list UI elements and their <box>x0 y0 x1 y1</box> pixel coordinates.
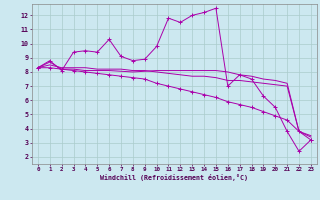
X-axis label: Windchill (Refroidissement éolien,°C): Windchill (Refroidissement éolien,°C) <box>100 174 248 181</box>
